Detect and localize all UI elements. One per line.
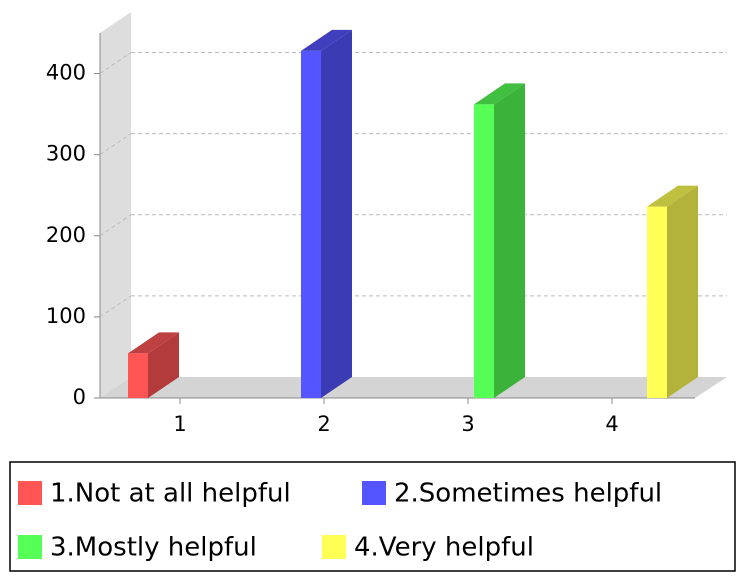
y-tick-label: 200 (46, 223, 86, 247)
x-tick-label: 4 (605, 412, 618, 436)
legend-swatch (362, 481, 386, 505)
grid-line (99, 214, 132, 237)
legend-swatch (18, 481, 42, 505)
x-tick-label: 2 (317, 412, 330, 436)
bar-face (667, 185, 698, 398)
bar-face (474, 83, 525, 105)
y-tick-label: 400 (46, 61, 86, 85)
legend-label: 1.Not at all helpful (50, 479, 291, 509)
legend-box (9, 461, 736, 572)
bar (128, 332, 179, 398)
legend-label: 2.Sometimes helpful (394, 479, 662, 509)
bar-face (321, 29, 352, 398)
bar-face (301, 50, 321, 398)
y-tick-label: 100 (46, 304, 86, 328)
grid-line (99, 52, 132, 74)
bar-face (494, 83, 525, 398)
left-wall (100, 12, 131, 398)
floor (100, 377, 727, 398)
legend-label: 3.Mostly helpful (50, 533, 257, 563)
y-tick-label: 300 (46, 142, 86, 166)
grid-line (99, 133, 132, 156)
bar-face (301, 29, 352, 51)
y-tick-label: 0 (73, 385, 86, 409)
bar-face (148, 332, 179, 398)
bar (647, 185, 698, 398)
legend-swatch (18, 535, 42, 559)
grid-line (99, 295, 132, 318)
bar-face (128, 353, 148, 398)
bar (474, 83, 525, 398)
x-tick-label: 3 (461, 412, 474, 436)
bar (301, 29, 352, 398)
x-tick-label: 1 (173, 412, 186, 436)
bar-face (647, 185, 698, 207)
bar-face (474, 104, 494, 398)
bar-face (128, 332, 179, 354)
legend-swatch (322, 535, 346, 559)
legend-label: 4.Very helpful (354, 533, 534, 563)
bar-face (647, 206, 667, 398)
